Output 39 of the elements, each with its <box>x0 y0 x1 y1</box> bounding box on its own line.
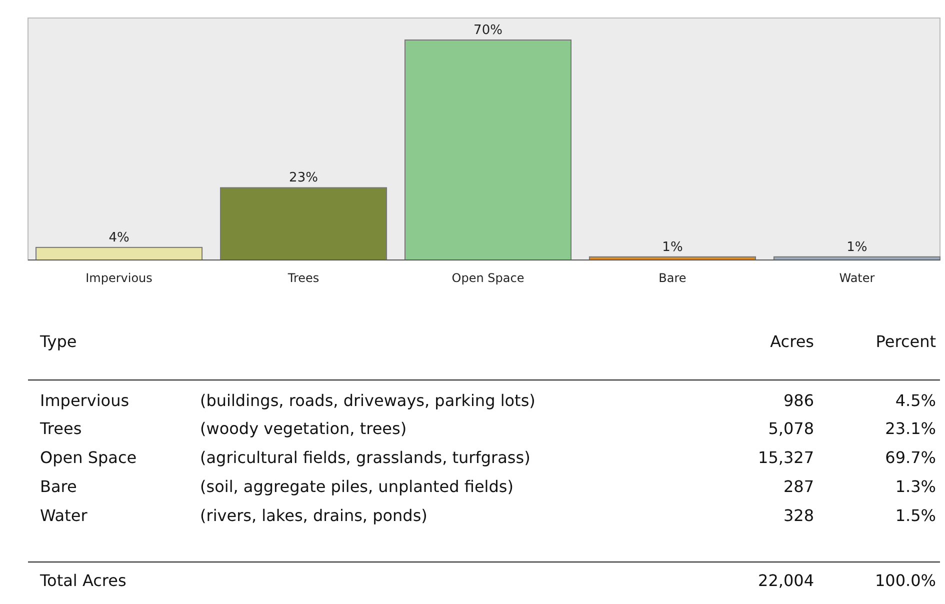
data-label: 1.3% <box>895 477 936 496</box>
text: (buildings, roads, driveways, parking lots) <box>200 391 536 410</box>
data-label: 328 <box>783 506 814 525</box>
data-label: 23.1% <box>885 419 936 438</box>
data-label: 70% <box>474 23 502 38</box>
x-tick-label: Impervious <box>86 271 152 285</box>
text: Acres <box>770 332 814 351</box>
text: (woody vegetation, trees) <box>200 419 407 438</box>
data-label: 15,327 <box>758 448 814 467</box>
x-tick-label: Trees <box>286 271 320 285</box>
x-tick-label: Water <box>839 271 875 285</box>
data-label: 5,078 <box>768 419 814 438</box>
bar <box>220 187 388 260</box>
data-label: 1.5% <box>895 506 936 525</box>
text: Percent <box>876 332 936 351</box>
category-label: Impervious <box>40 391 130 410</box>
data-label: 986 <box>783 391 814 410</box>
data-label: 1% <box>846 240 868 255</box>
category-label: Total Acres <box>39 571 126 590</box>
text: (agricultural fields, grasslands, turfgrass) <box>200 448 530 467</box>
legend-title: Type <box>39 332 77 351</box>
category-label: Bare <box>40 477 77 496</box>
bar <box>36 246 203 260</box>
x-tick-label: Open Space <box>452 271 524 285</box>
data-label: 23% <box>289 170 318 186</box>
category-label: Trees <box>39 419 82 438</box>
x-tick-label: Bare <box>658 271 686 285</box>
data-label: 22,004 <box>758 571 814 590</box>
data-label: 69.7% <box>885 448 936 467</box>
data-label: 100.0% <box>874 571 936 590</box>
text: (rivers, lakes, drains, ponds) <box>200 506 428 525</box>
category-label: Water <box>40 506 88 525</box>
category-label: Open Space <box>40 448 137 467</box>
text: (soil, aggregate piles, unplanted fields) <box>200 477 514 496</box>
data-label: 4.5% <box>895 391 936 410</box>
data-label: 287 <box>783 477 814 496</box>
bar <box>404 40 572 260</box>
data-label: 1% <box>662 240 683 255</box>
data-label: 4% <box>108 230 130 246</box>
